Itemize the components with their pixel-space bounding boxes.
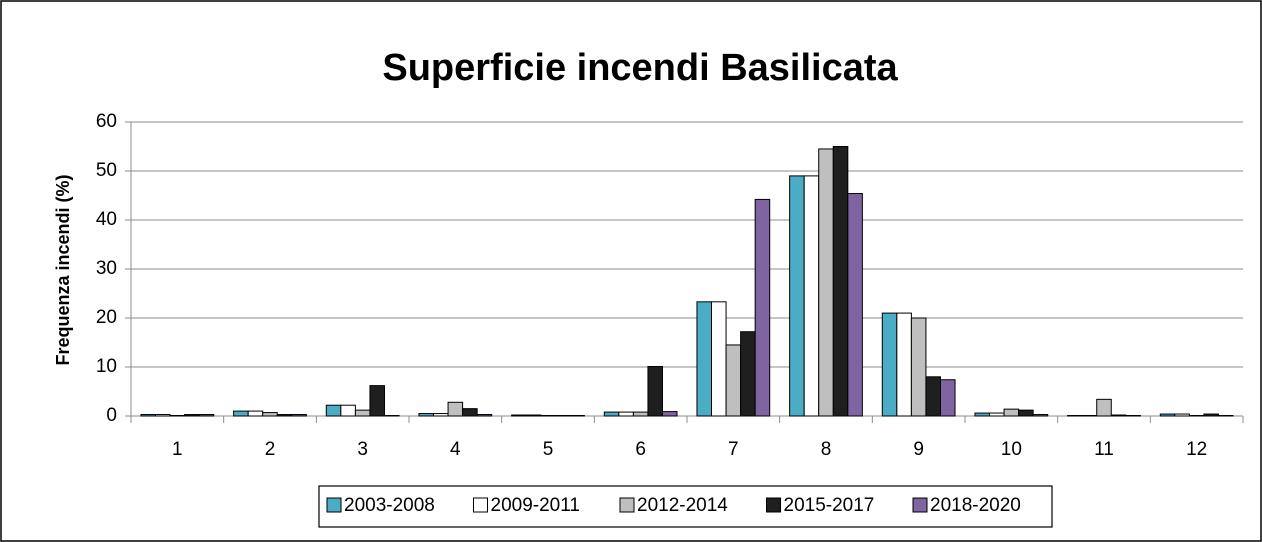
x-tick-label: 6 <box>635 439 646 460</box>
bar <box>1110 414 1127 417</box>
bar <box>1203 413 1219 417</box>
x-tick-label: 7 <box>728 439 739 460</box>
legend-box <box>318 485 1053 528</box>
bar <box>247 410 264 417</box>
bar <box>447 401 464 417</box>
legend-label: 2003-2008 <box>344 495 435 516</box>
bar <box>661 411 678 417</box>
chart-title: Superficie incendi Basilicata <box>382 47 898 89</box>
bar <box>418 413 435 417</box>
bar <box>711 301 727 417</box>
x-tick-label: 5 <box>543 439 554 460</box>
y-tick-label: 40 <box>96 209 117 230</box>
bar <box>1096 398 1112 417</box>
legend-label: 2018-2020 <box>930 495 1021 516</box>
y-tick-label: 20 <box>96 307 117 328</box>
bar <box>1159 413 1176 417</box>
bar <box>789 175 805 417</box>
bar <box>262 412 278 417</box>
y-axis-label: Frequenza incendi (%) <box>53 174 73 365</box>
x-tick-label: 3 <box>357 439 368 460</box>
legend-label: 2012-2014 <box>637 495 728 516</box>
x-tick-label: 12 <box>1186 439 1207 460</box>
bar <box>818 148 834 417</box>
bar <box>369 385 385 417</box>
bar <box>989 412 1005 417</box>
bar <box>803 175 820 417</box>
bar <box>233 410 249 417</box>
bar <box>603 411 620 417</box>
x-tick-label: 4 <box>450 439 461 460</box>
bar <box>462 408 478 417</box>
bar <box>198 414 215 417</box>
x-tick-label: 11 <box>1094 439 1114 460</box>
bar <box>696 301 713 417</box>
legend-swatch <box>766 497 781 513</box>
bar <box>939 379 956 417</box>
bar <box>1032 414 1049 417</box>
bar <box>847 193 863 417</box>
bar <box>740 331 756 417</box>
bar <box>754 198 771 417</box>
y-tick-label: 0 <box>106 405 117 426</box>
bar <box>910 317 927 417</box>
x-tick-label: 9 <box>913 439 924 460</box>
bar <box>291 414 307 417</box>
x-tick-label: 2 <box>265 439 276 460</box>
legend-label: 2015-2017 <box>784 495 875 516</box>
bar <box>881 312 898 417</box>
bar <box>340 404 356 417</box>
legend-swatch <box>912 497 928 513</box>
bar <box>925 376 941 417</box>
bar <box>896 312 912 417</box>
bar <box>155 414 171 417</box>
bar <box>1003 408 1020 417</box>
bar <box>647 366 663 417</box>
y-tick-label: 50 <box>96 160 117 181</box>
bar <box>832 146 849 417</box>
bar <box>325 404 342 417</box>
y-tick-label: 60 <box>96 111 117 132</box>
bar <box>618 411 634 417</box>
bar <box>725 344 742 417</box>
bar <box>632 411 649 417</box>
bar <box>525 414 542 417</box>
legend-swatch <box>473 497 488 513</box>
bar <box>433 413 449 417</box>
legend-swatch <box>326 497 342 513</box>
legend-label: 2009-2011 <box>491 495 580 516</box>
bar <box>1174 413 1190 417</box>
x-tick-label: 8 <box>821 439 832 460</box>
bar <box>276 414 293 417</box>
y-tick-label: 30 <box>96 258 117 279</box>
bar <box>184 414 200 417</box>
x-tick-label: 1 <box>172 439 183 460</box>
bar <box>354 409 371 417</box>
legend-swatch <box>619 497 635 513</box>
bar <box>1018 409 1034 417</box>
bar <box>140 414 157 417</box>
bar <box>476 414 493 417</box>
bar <box>511 414 527 417</box>
bar <box>974 412 991 417</box>
y-tick-label: 10 <box>96 356 117 377</box>
x-tick-label: 10 <box>1001 439 1022 460</box>
